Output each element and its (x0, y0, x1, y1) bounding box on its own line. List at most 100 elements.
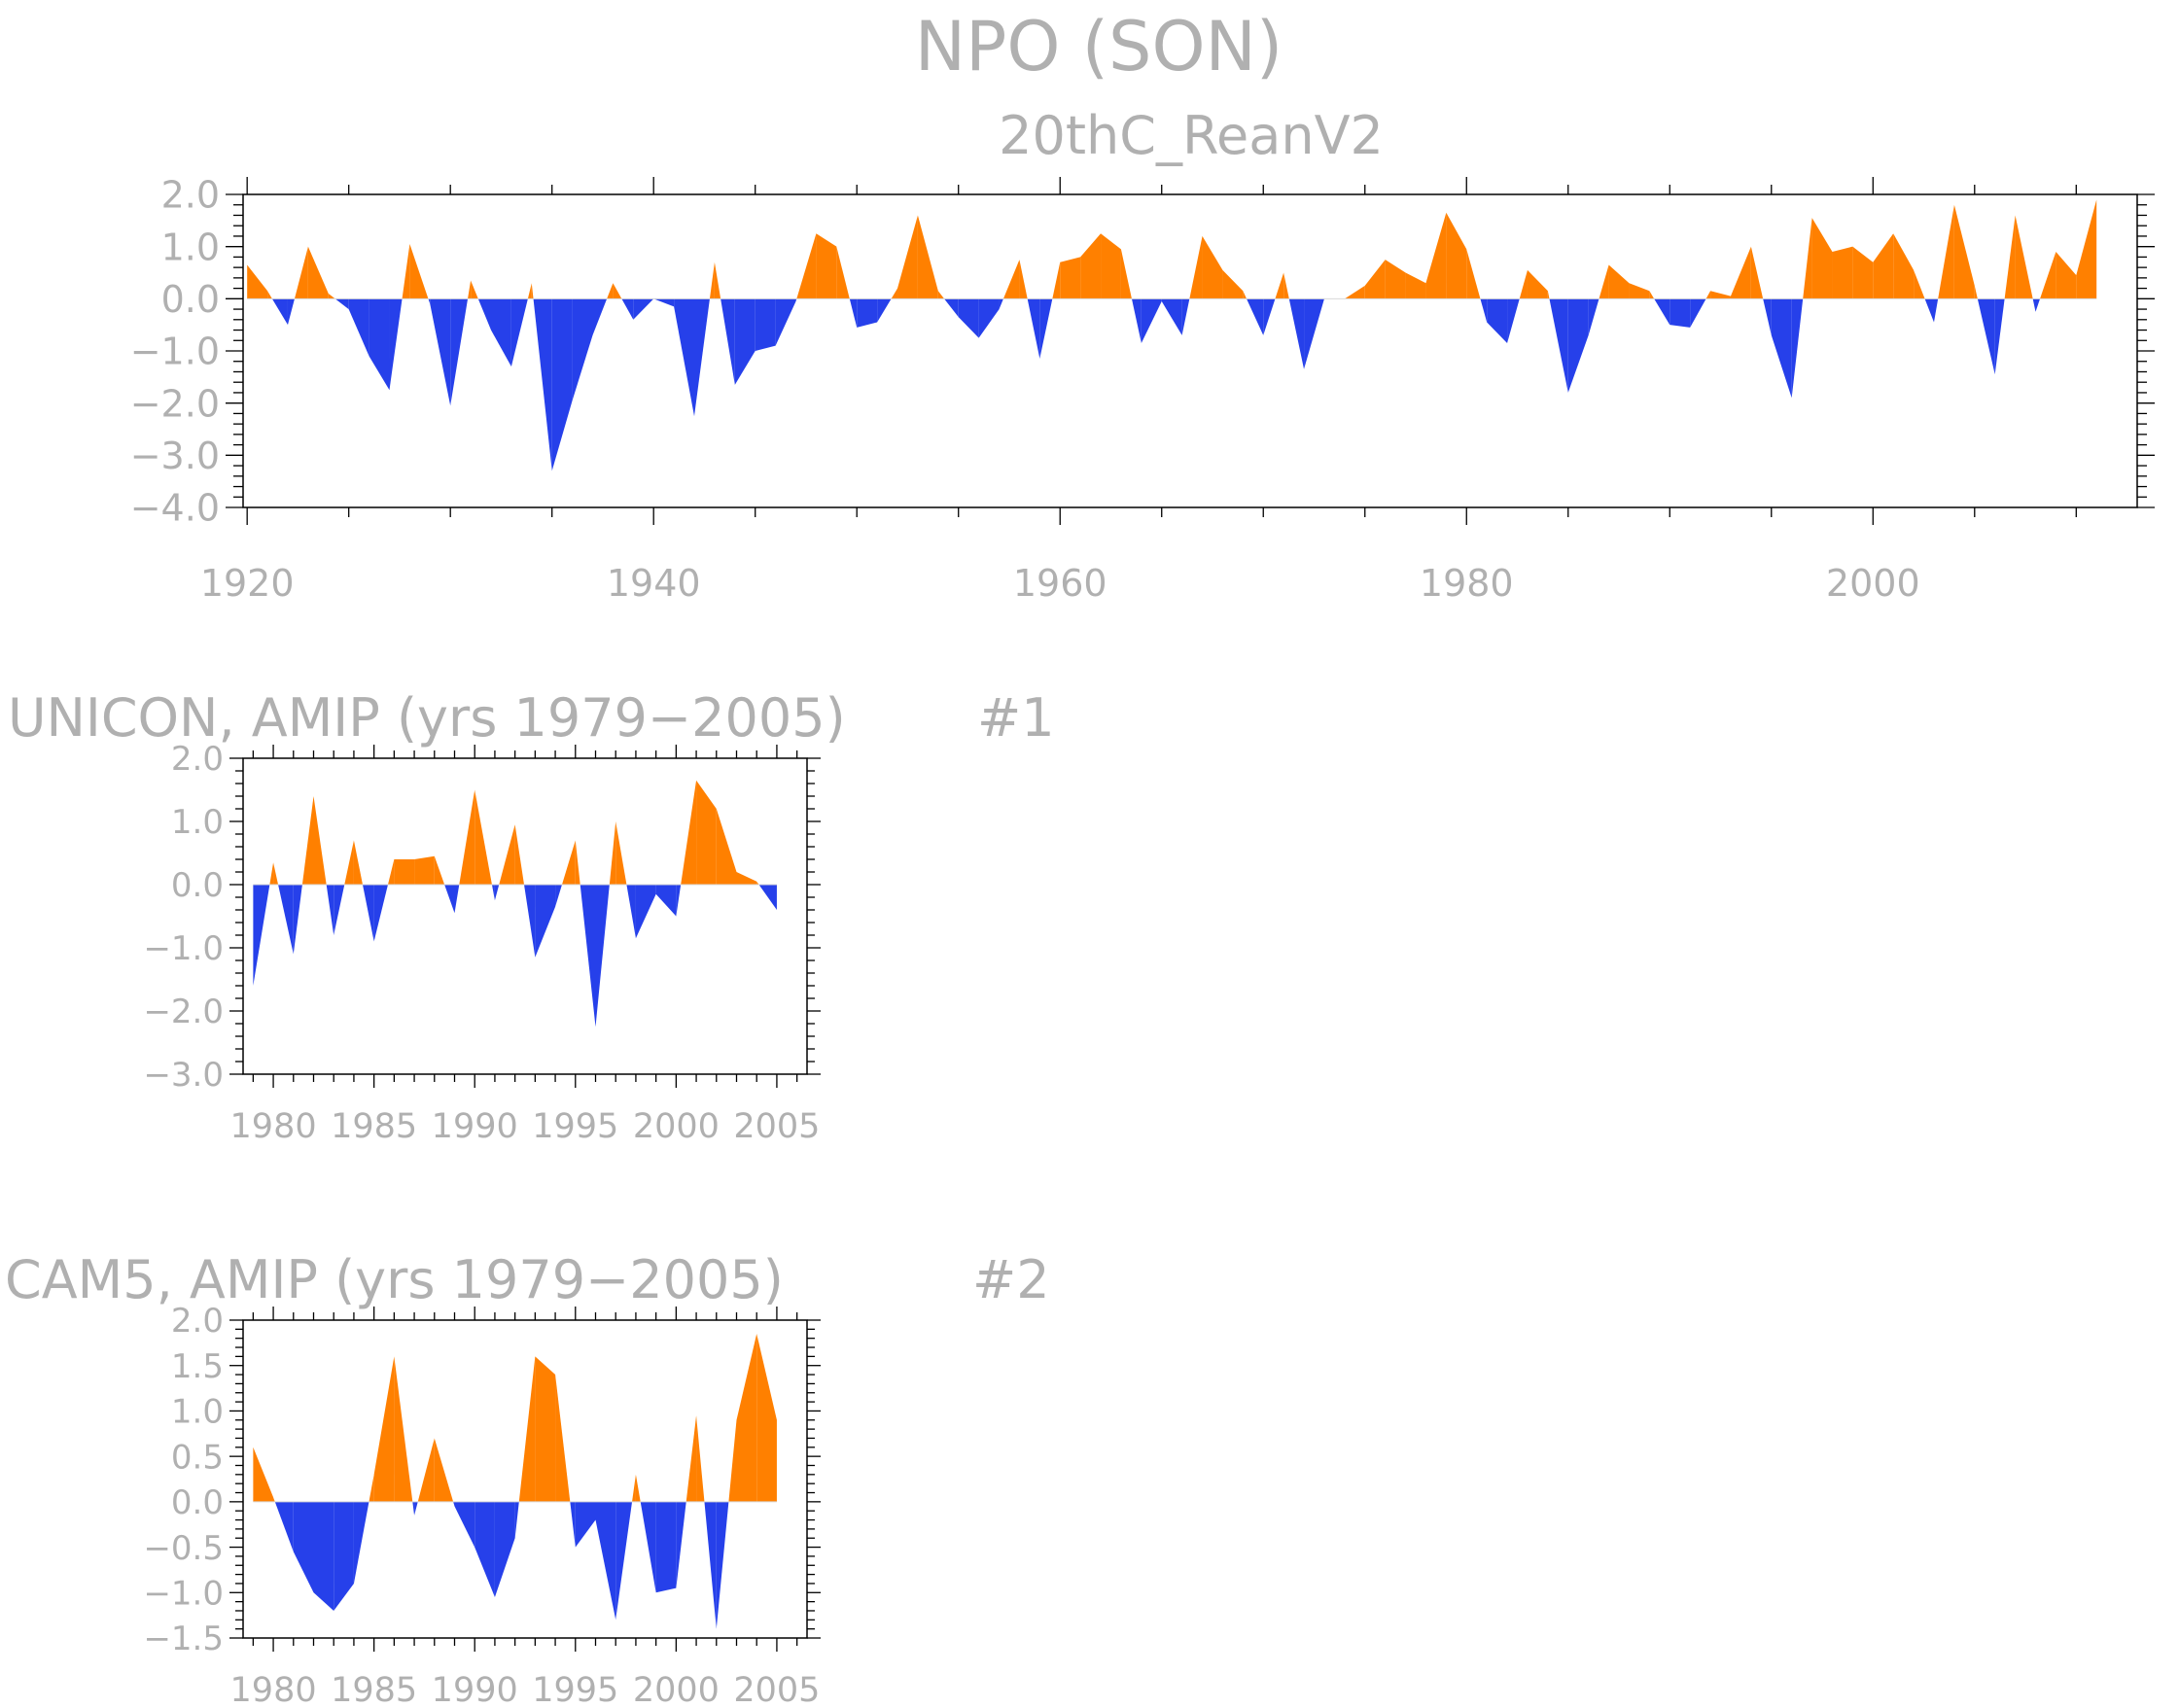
positive-area (714, 261, 721, 299)
negative-area (334, 885, 345, 935)
negative-area (533, 298, 552, 471)
positive-area (1914, 269, 1925, 299)
x-tick-label: 1990 (432, 1107, 518, 1146)
positive-area (344, 840, 354, 885)
y-tick-label: 2.0 (161, 174, 220, 217)
negative-area (369, 298, 390, 391)
negative-area (2032, 298, 2036, 312)
negative-area (535, 885, 556, 958)
x-tick-label: 1920 (200, 562, 295, 605)
negative-area (353, 1501, 369, 1584)
negative-area (362, 885, 374, 942)
negative-area (1977, 298, 1995, 375)
negative-area (795, 298, 797, 302)
negative-area (1181, 298, 1190, 335)
positive-area (1060, 257, 1081, 299)
positive-area (897, 215, 918, 299)
negative-area (1487, 298, 1508, 343)
positive-area (1811, 218, 1833, 299)
negative-area (348, 298, 369, 357)
y-tick-label: −4.0 (130, 487, 220, 530)
positive-area (527, 283, 532, 299)
positive-area (1222, 269, 1244, 299)
negative-area (1791, 298, 1804, 399)
negative-area (430, 298, 451, 406)
positive-area (273, 862, 279, 885)
panel-title-unicon: UNICON, AMIP (yrs 1979−2005) (8, 687, 846, 749)
plot-frame (242, 193, 2138, 508)
positive-area (1243, 291, 1248, 299)
positive-area (1873, 233, 1894, 299)
negative-area (734, 298, 756, 385)
negative-area (491, 885, 495, 901)
negative-area (313, 1501, 334, 1611)
positive-area (1750, 246, 1764, 299)
positive-area (917, 215, 938, 299)
negative-area (653, 298, 675, 307)
positive-area (609, 821, 616, 885)
positive-area (2015, 215, 2033, 299)
x-tick-label: 2005 (733, 1671, 820, 1708)
negative-area (775, 298, 796, 346)
positive-area (434, 1438, 454, 1502)
negative-area (494, 885, 500, 901)
y-tick-label: −2.0 (130, 382, 220, 425)
negative-area (592, 298, 608, 335)
negative-area (334, 1501, 354, 1611)
positive-area (1832, 246, 1853, 299)
negative-area (674, 298, 695, 417)
x-tick-label: 1980 (230, 1671, 317, 1708)
negative-area (575, 1501, 596, 1548)
positive-area (301, 796, 314, 885)
negative-area (1247, 298, 1264, 335)
panel-reanalysis: 2.0 1.0 0.0 −1.0 −2.0 −3.0 −4.0 1920 1940 1960 198… (130, 174, 2155, 605)
positive-area (736, 1334, 757, 1502)
positive-area (937, 291, 945, 299)
positive-area (696, 780, 717, 885)
x-tick-label: 2000 (633, 1107, 720, 1146)
positive-area (1938, 204, 1954, 299)
positive-area (2056, 252, 2077, 299)
y-tick-label: −2.0 (143, 993, 224, 1031)
positive-area (736, 872, 757, 885)
positive-area (518, 1356, 536, 1502)
negative-area (1549, 298, 1568, 393)
y-tick-label: −1.0 (130, 331, 220, 373)
positive-area (1080, 233, 1102, 299)
positive-area (1649, 291, 1655, 299)
positive-area (613, 283, 622, 299)
negative-area (758, 885, 777, 910)
positive-area (836, 246, 850, 299)
negative-area (1567, 298, 1589, 393)
negative-area (621, 298, 634, 320)
positive-area (1519, 269, 1528, 299)
positive-area (1803, 218, 1812, 299)
negative-area (655, 885, 677, 917)
y-tick-label: 2.0 (171, 1302, 224, 1341)
positive-area (2004, 215, 2016, 299)
positive-area (373, 1356, 395, 1502)
positive-area (417, 1438, 435, 1502)
negative-area (1161, 298, 1182, 335)
negative-area (274, 1501, 294, 1552)
negative-area (978, 298, 1000, 338)
positive-area (313, 796, 327, 885)
negative-area (1304, 298, 1324, 369)
positive-area (2076, 199, 2097, 299)
negative-area (454, 885, 460, 914)
negative-area (877, 298, 892, 323)
negative-area (1507, 298, 1520, 343)
negative-area (857, 298, 878, 328)
y-tick-label: 1.5 (171, 1347, 224, 1386)
negative-area (271, 298, 288, 326)
negative-area (633, 298, 654, 320)
positive-area (1705, 291, 1711, 299)
y-tick-label: −1.0 (143, 1575, 224, 1614)
negative-area (1763, 298, 1772, 335)
x-tick-label: 1990 (432, 1671, 518, 1708)
negative-area (755, 298, 776, 351)
negative-area (1771, 298, 1792, 399)
positive-area (474, 789, 492, 885)
panel-title-cam5: CAM5, AMIP (yrs 1979−2005) (5, 1249, 784, 1310)
